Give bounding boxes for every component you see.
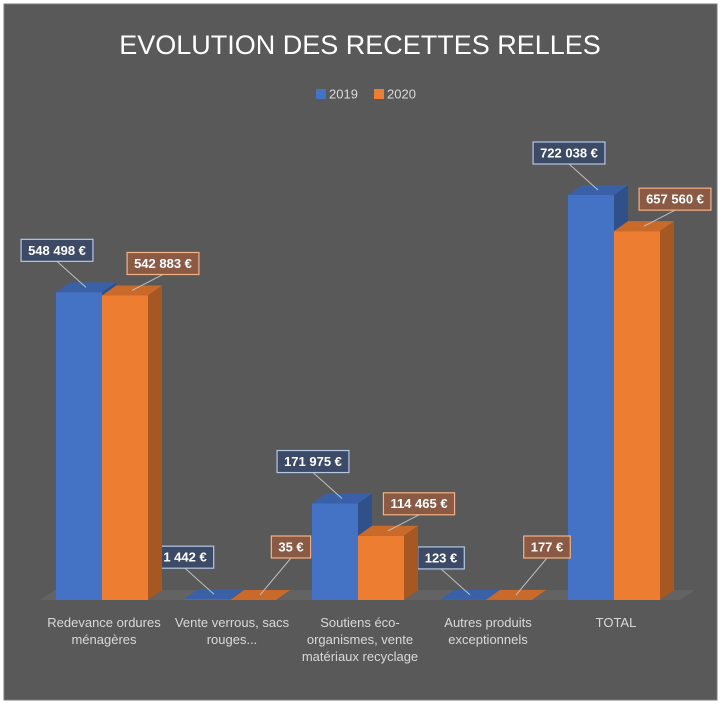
leader-line [131,274,164,291]
leader-line [568,163,599,191]
data-label-box [270,535,312,559]
data-label-box [523,535,571,559]
leader-line [643,209,676,227]
data-label: 35 € [278,539,303,554]
bar [614,221,674,600]
legend-label: 2020 [387,86,416,101]
data-label-box [20,238,94,262]
leader-line [440,568,471,596]
data-label: 1 442 € [163,550,206,565]
legend-label: 2019 [329,86,358,101]
x-tick-label: Redevance ordures ménagères [47,615,161,647]
leader-line [387,514,420,532]
x-tick-label: Autres produits exceptionnels [444,615,532,647]
data-label: 171 975 € [284,454,342,469]
data-label: 548 498 € [28,243,86,258]
bar [358,525,418,600]
data-label-box [276,449,350,474]
data-label-box [382,492,456,516]
data-label-box [126,251,200,276]
x-tick-label: Soutiens éco-organismes, vente matériaux… [301,615,419,664]
data-label: 123 € [425,550,458,565]
leader-line [312,472,343,499]
leader-line [259,557,292,596]
data-label: 177 € [531,539,564,554]
x-tick-label: Vente verrous, sacs rouges... [174,615,290,647]
bar [102,285,162,600]
leader-line [184,567,215,595]
data-label-box [532,141,606,165]
legend-swatch [374,89,384,99]
chart-title: EVOLUTION DES RECETTES RELLES [119,30,601,60]
data-label: 542 883 € [134,256,192,271]
data-label: 657 560 € [646,192,704,207]
leader-line [56,260,87,288]
data-label: 722 038 € [540,145,598,160]
x-tick-label: TOTAL [595,615,637,630]
legend-swatch [316,89,326,99]
data-label-box [638,187,712,211]
data-label: 114 465 € [390,496,447,511]
leader-line [515,557,548,596]
